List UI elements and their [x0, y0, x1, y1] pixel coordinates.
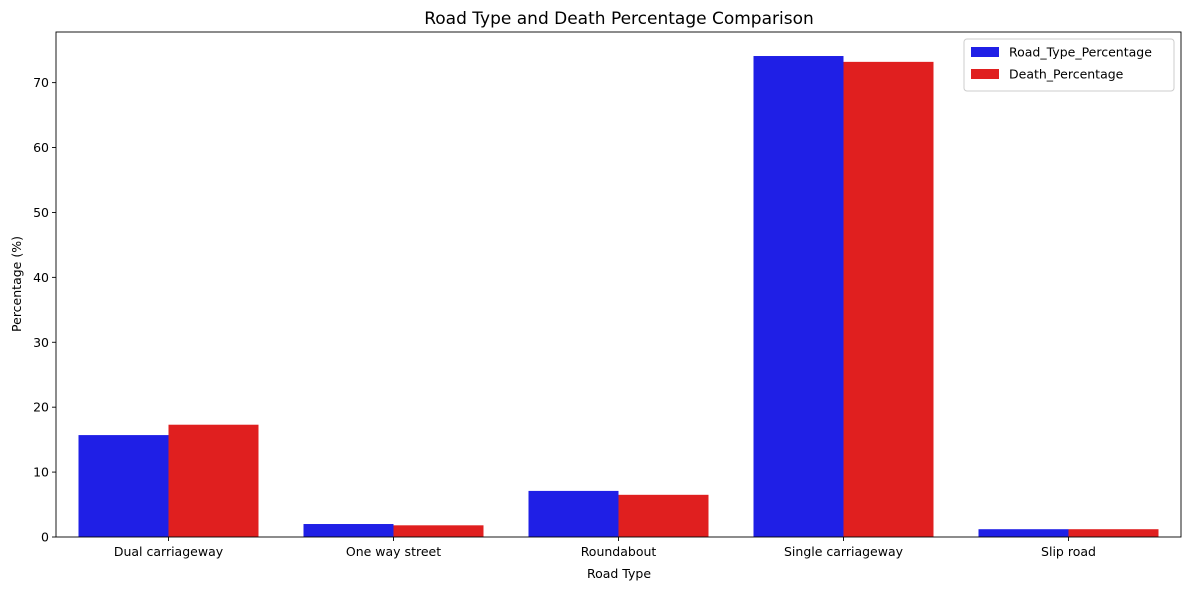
y-tick-label-40: 40 — [33, 270, 49, 285]
y-tick-label-20: 20 — [33, 400, 49, 415]
chart-title: Road Type and Death Percentage Compariso… — [424, 9, 814, 29]
y-tick-label-0: 0 — [41, 530, 49, 545]
x-tick-label-3: Single carriageway — [784, 544, 904, 559]
y-tick-label-50: 50 — [33, 205, 49, 220]
legend-swatch-1 — [971, 69, 999, 79]
x-tick-label-4: Slip road — [1041, 544, 1096, 559]
bar-death-percentage-2 — [618, 494, 709, 537]
y-tick-label-60: 60 — [33, 140, 49, 155]
legend-label-1: Death_Percentage — [1009, 67, 1124, 82]
bar-road-type-percentage-0 — [78, 435, 169, 537]
legend-label-0: Road_Type_Percentage — [1009, 45, 1152, 60]
x-axis-label: Road Type — [587, 566, 651, 581]
y-tick-label-70: 70 — [33, 75, 49, 90]
bar-death-percentage-3 — [843, 61, 934, 538]
x-tick-label-2: Roundabout — [581, 544, 657, 559]
bar-road-type-percentage-4 — [978, 529, 1069, 537]
y-tick-label-30: 30 — [33, 335, 49, 350]
bar-death-percentage-4 — [1068, 529, 1159, 537]
legend: Road_Type_Percentage Death_Percentage — [963, 38, 1175, 92]
x-tick-label-0: Dual carriageway — [114, 544, 224, 559]
bar-death-percentage-1 — [393, 525, 484, 537]
y-tick-label-10: 10 — [33, 465, 49, 480]
legend-swatch-0 — [971, 47, 999, 57]
y-axis-label: Percentage (%) — [9, 236, 24, 332]
legend-box — [963, 38, 1175, 92]
plot-area: 0 10 20 30 40 50 60 70 Dual carriageway One way s… — [33, 31, 1182, 559]
bar-road-type-percentage-1 — [303, 524, 394, 537]
bar-road-type-percentage-2 — [528, 490, 619, 537]
bar-road-type-percentage-3 — [753, 56, 844, 538]
bar-death-percentage-0 — [168, 424, 259, 537]
x-tick-label-1: One way street — [346, 544, 441, 559]
